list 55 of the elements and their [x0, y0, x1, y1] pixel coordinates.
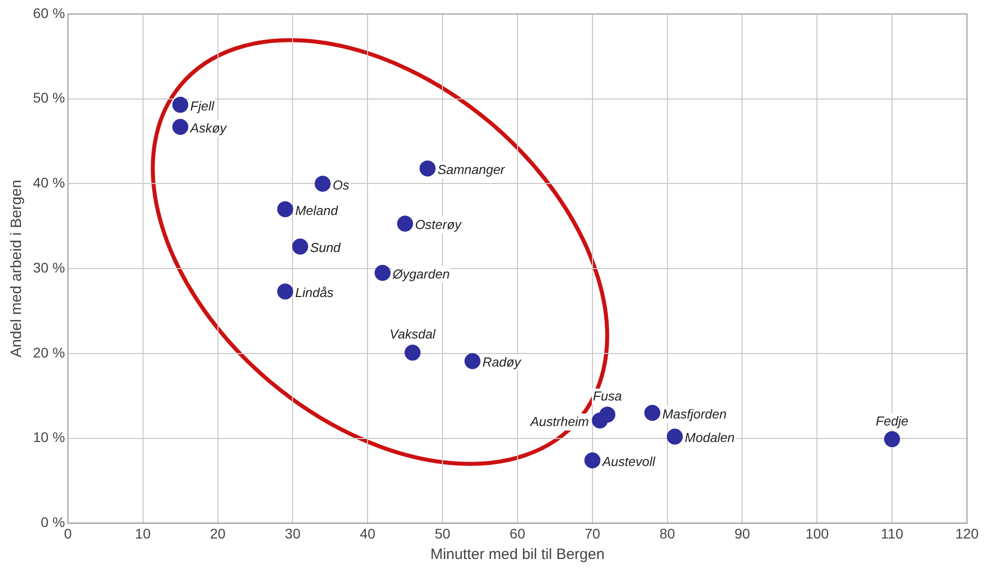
x-tick-label: 70 — [584, 525, 600, 542]
y-tick-label: 20 % — [32, 344, 65, 360]
y-axis-title: Andel med arbeid i Bergen — [8, 180, 26, 358]
annotation: Radøy — [482, 354, 522, 370]
x-tick-label: 50 — [434, 525, 451, 542]
x-tick-label: 100 — [805, 525, 830, 542]
x-tick-label: 110 — [880, 525, 904, 542]
y-tick-label: 40 % — [32, 174, 65, 191]
x-tick-label: 40 — [360, 525, 376, 542]
annotation: Askøy — [189, 120, 228, 136]
point — [277, 201, 294, 218]
annotation: Fjell — [190, 98, 216, 114]
point — [277, 284, 294, 300]
annotation: Austrheim — [529, 414, 590, 430]
annotation: Øygarden — [392, 266, 450, 282]
annotation: Osterøy — [415, 217, 463, 232]
x-tick-label: 20 — [210, 525, 226, 542]
y-tick-label: 30 % — [32, 259, 65, 276]
point — [644, 404, 660, 421]
annotation: Sund — [310, 240, 342, 256]
x-tick-label: 60 — [510, 525, 526, 542]
annotation: Samnanger — [438, 162, 506, 178]
point — [314, 176, 331, 192]
point — [592, 412, 608, 429]
annotation: Meland — [295, 202, 339, 218]
annotation: Vaksdal — [390, 326, 437, 342]
point — [584, 452, 600, 468]
annotation: Modalen — [684, 430, 735, 446]
point — [420, 160, 436, 176]
point — [884, 431, 900, 448]
x-tick-label: 120 — [955, 525, 979, 542]
y-tick-label: 10 % — [32, 429, 65, 446]
annotation: Lindås — [295, 285, 334, 300]
point — [172, 118, 188, 135]
point — [666, 428, 683, 445]
x-tick-label: 30 — [284, 525, 301, 542]
point — [172, 96, 188, 113]
x-axis-title: Minutter med bil til Bergen — [430, 546, 605, 564]
y-tick-label: 50 % — [32, 90, 65, 106]
y-tick-label: 60 % — [32, 4, 65, 21]
annotation: Fusa — [592, 388, 622, 404]
point — [374, 264, 391, 281]
point — [292, 238, 308, 255]
annotation: Masfjorden — [662, 406, 727, 422]
x-tick-label: 10 — [135, 525, 151, 542]
point — [464, 353, 480, 370]
x-tick-label: 80 — [660, 525, 676, 542]
x-tick-label: 0 — [64, 525, 72, 542]
point — [397, 216, 414, 232]
y-tick-label: 0 % — [40, 514, 65, 530]
x-tick-label: 90 — [734, 525, 750, 542]
annotation: Os — [332, 177, 350, 192]
annotation: Austevoll — [601, 454, 656, 470]
point — [404, 344, 421, 361]
annotation: Fedje — [876, 413, 908, 428]
